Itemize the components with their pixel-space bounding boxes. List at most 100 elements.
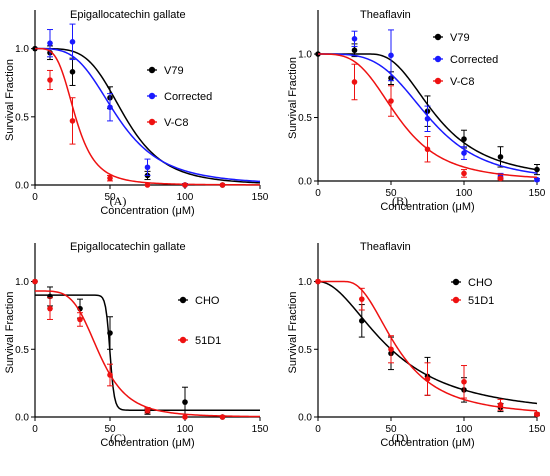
y-tick-label: 0.0 [15,181,29,192]
legend-label: CHO [468,277,493,289]
chart-panel-b: 0 50 100 150 0.0 0.5 1.0 Concentration (μM) Surv… [287,9,546,213]
series-v-c8 [35,47,261,188]
x-tick-label: 150 [529,424,546,435]
data-point [351,47,358,54]
data-point [351,79,358,85]
y-tick-label: 0.0 [298,413,312,424]
legend-label: CHO [195,295,220,307]
data-point [182,414,188,420]
data-point [497,175,504,182]
y-tick-label: 0.0 [15,413,29,424]
chart-title: Theaflavin [360,9,411,21]
y-tick-label: 0.5 [15,112,29,123]
fit-curve [35,290,261,418]
y-tick-label: 1.0 [298,50,312,61]
data-point [497,402,504,408]
x-axis-label: Concentration (μM) [380,201,474,213]
data-point [315,278,321,285]
data-point [107,104,113,111]
x-tick-label: 0 [32,192,38,203]
data-point [77,316,83,323]
data-point [461,170,467,177]
data-point [182,399,188,405]
x-tick-label: 50 [104,424,116,435]
legend-label: Corrected [450,54,498,66]
data-point [32,278,38,285]
data-point [69,39,76,45]
series-cho [32,278,260,420]
x-axis-label: Concentration (μM) [100,437,194,449]
x-tick-label: 100 [177,424,194,435]
data-point [144,164,151,171]
data-point [351,36,358,42]
data-point [461,136,467,142]
chart-title: Epigallocatechin gallate [70,9,186,21]
legend-label: V-C8 [450,76,474,88]
series-corrected [35,23,261,188]
chart-title: Theaflavin [360,241,411,253]
data-point [359,296,365,302]
data-point [144,407,151,414]
data-point [388,52,394,59]
x-tick-label: 0 [315,188,321,199]
data-point [388,98,394,104]
data-point [534,166,540,173]
data-point [534,176,540,183]
data-point [424,146,431,153]
data-point [424,376,431,382]
series-51d1 [32,278,261,420]
legend-label: Corrected [164,91,212,103]
x-tick-label: 50 [385,188,397,199]
x-tick-label: 100 [456,424,473,435]
y-axis-label: Survival Fraction [287,57,299,139]
panel-label: (A) [110,194,127,208]
legend-label: 51D1 [468,295,494,307]
data-point [69,118,76,124]
series-corrected [318,29,540,183]
x-tick-label: 150 [252,192,269,203]
data-point [144,182,151,188]
legend-label: 51D1 [195,335,221,347]
series-cho [315,278,540,418]
legend-label: V79 [450,32,470,44]
data-point [534,411,540,418]
y-axis-label: Survival Fraction [4,292,16,374]
chart-title: Epigallocatechin gallate [70,241,186,253]
data-point [219,414,226,420]
x-tick-label: 50 [104,192,116,203]
y-tick-label: 1.0 [15,277,29,288]
legend-label: V79 [164,65,184,77]
y-axis-label: Survival Fraction [287,292,299,374]
x-tick-label: 0 [315,424,321,435]
x-axis-label: Concentration (μM) [100,205,194,217]
series-v-c8 [318,53,538,182]
fit-curve [35,294,260,411]
data-point [107,330,113,336]
data-point [388,346,394,353]
x-tick-label: 0 [32,424,38,435]
panel-label: (C) [110,431,126,445]
chart-panel-d: 0 50 100 150 0.0 0.5 1.0 Concentration (μM) Surv… [287,241,546,449]
panel-label: (D) [392,431,409,445]
x-tick-label: 100 [456,188,473,199]
series-51d1 [315,278,540,418]
legend-label: V-C8 [164,117,188,129]
data-point [47,40,53,46]
data-point [47,305,53,312]
data-point [107,175,113,181]
y-tick-label: 0.5 [15,345,29,356]
data-point [107,372,113,378]
panel-label: (B) [392,194,408,208]
data-point [182,182,188,188]
x-tick-label: 150 [252,424,269,435]
x-axis-label: Concentration (μM) [380,437,474,449]
data-point [219,182,226,188]
y-tick-label: 0.5 [298,345,312,356]
data-point [359,318,365,324]
x-tick-label: 100 [177,192,194,203]
data-point [69,69,76,75]
x-tick-label: 150 [529,188,546,199]
x-tick-label: 50 [385,424,397,435]
data-point [424,115,431,122]
